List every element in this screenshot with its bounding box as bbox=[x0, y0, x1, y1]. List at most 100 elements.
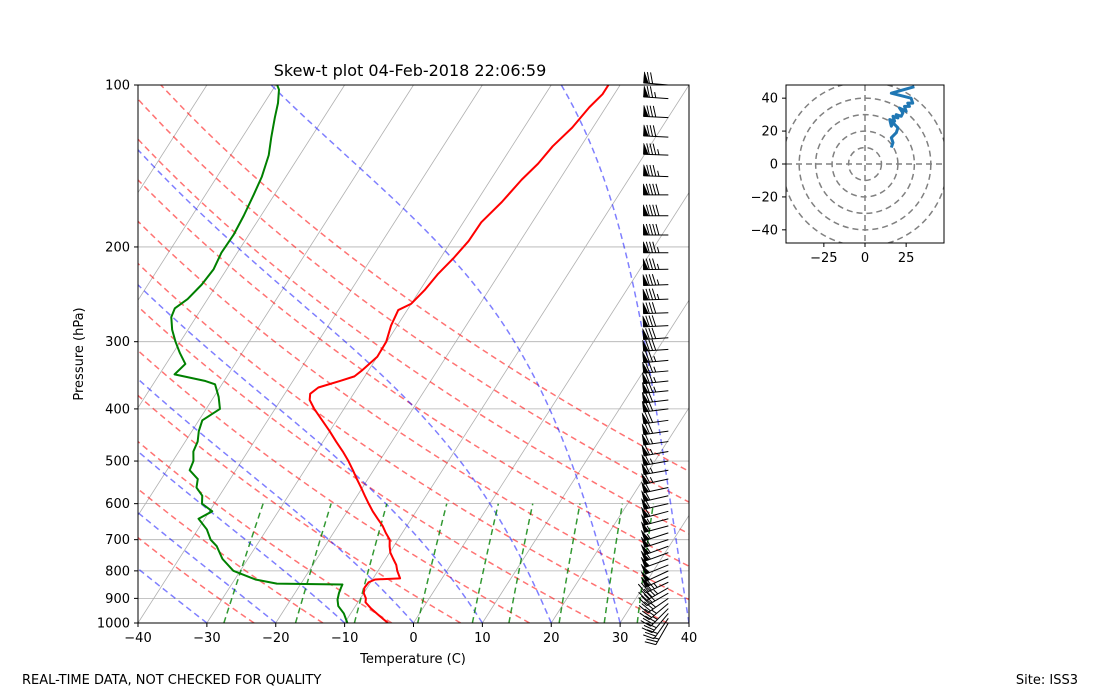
wind-barb-half bbox=[653, 589, 659, 595]
dry-adiabat-line bbox=[138, 394, 462, 623]
wind-barb bbox=[643, 204, 669, 217]
moist-adiabats bbox=[138, 85, 689, 623]
wind-barb-full bbox=[644, 351, 650, 363]
hodograph-grid bbox=[786, 85, 944, 243]
dry-adiabat-line bbox=[138, 262, 668, 623]
mixing-ratio-lines bbox=[223, 503, 655, 623]
x-tick-label: 0 bbox=[409, 631, 417, 646]
wind-barb-full bbox=[649, 143, 654, 155]
wind-barb-flag bbox=[642, 362, 649, 374]
wind-barb-flag bbox=[642, 351, 649, 363]
wind-barb bbox=[640, 529, 669, 542]
mixing-ratio-line bbox=[294, 503, 332, 623]
dry-adiabat-line bbox=[138, 487, 324, 623]
hodograph-y-tick-label: 40 bbox=[761, 92, 778, 107]
wind-barb-full bbox=[638, 605, 649, 614]
isotherm-line bbox=[344, 85, 689, 623]
wind-barb-full bbox=[641, 603, 651, 612]
wind-barb-full bbox=[647, 411, 654, 423]
wind-barb bbox=[638, 592, 669, 607]
wind-barb bbox=[643, 183, 669, 196]
wind-barb-full bbox=[648, 274, 654, 286]
wind-barb bbox=[641, 514, 669, 526]
wind-barb-flag bbox=[641, 506, 650, 519]
wind-barb-full bbox=[648, 302, 654, 314]
wind-barb-full bbox=[649, 204, 654, 216]
wind-barb-full bbox=[648, 327, 654, 340]
wind-barb-full bbox=[644, 444, 651, 456]
wind-barb-half bbox=[646, 525, 651, 532]
wind-barb-full bbox=[638, 591, 648, 601]
moist-adiabat-line bbox=[560, 85, 689, 623]
wind-barb bbox=[643, 241, 669, 254]
wind-barb-full bbox=[643, 624, 655, 631]
wind-barb-full bbox=[645, 315, 650, 327]
x-tick-label: −10 bbox=[331, 631, 358, 646]
wind-barbs bbox=[637, 71, 669, 646]
wind-barb-half bbox=[646, 547, 651, 554]
dry-adiabat-line bbox=[138, 98, 689, 503]
wind-barb-half bbox=[656, 263, 660, 270]
wind-barb-full bbox=[652, 223, 657, 236]
wind-barb-flag bbox=[641, 463, 650, 475]
wind-barb-full bbox=[649, 125, 654, 137]
wind-barb-flag bbox=[642, 288, 649, 301]
wind-barb bbox=[643, 143, 669, 156]
isotherm-line bbox=[413, 191, 689, 623]
wind-barb bbox=[643, 124, 669, 138]
wind-barb-flag bbox=[640, 563, 651, 575]
x-tick-label: −20 bbox=[262, 631, 289, 646]
wind-barb-full bbox=[648, 371, 654, 383]
wind-barb-flag bbox=[643, 124, 649, 137]
dry-adiabats bbox=[138, 85, 689, 623]
wind-barb-full bbox=[652, 258, 657, 270]
wind-barb-full bbox=[652, 241, 657, 253]
y-tick-label: 1000 bbox=[97, 617, 130, 632]
hodograph-line-group bbox=[888, 85, 915, 149]
wind-barb-flag bbox=[640, 529, 650, 541]
wind-barb-full bbox=[643, 634, 655, 640]
isotherm-line bbox=[550, 407, 689, 623]
wind-barb-full bbox=[650, 72, 654, 84]
wind-barb-full bbox=[649, 223, 654, 236]
wind-barb-half bbox=[656, 247, 660, 253]
isotherm-line bbox=[0, 85, 69, 623]
wind-barb bbox=[642, 371, 669, 385]
wind-barb-flag bbox=[640, 544, 650, 556]
wind-barb bbox=[643, 164, 669, 178]
wind-barb-staff bbox=[648, 603, 669, 620]
dewpoint-profile-line bbox=[170, 85, 349, 623]
wind-barb-flag bbox=[642, 328, 649, 340]
wind-barb-flag bbox=[643, 204, 649, 217]
wind-barb-half bbox=[649, 448, 654, 455]
wind-barb-full bbox=[641, 595, 650, 605]
wind-barb-full bbox=[652, 164, 657, 177]
wind-barb-full bbox=[645, 183, 650, 195]
wind-barb-flag bbox=[641, 454, 650, 466]
skewt-frame bbox=[137, 84, 690, 624]
wind-barb-full bbox=[646, 638, 658, 643]
wind-barb-flag bbox=[641, 481, 650, 494]
wind-barb-full bbox=[652, 183, 657, 195]
wind-barb-full bbox=[640, 582, 649, 592]
wind-barb-full bbox=[645, 328, 650, 340]
hodograph-y-tick-label: −40 bbox=[751, 223, 778, 238]
wind-barb-full bbox=[645, 274, 650, 286]
y-tick-label: 200 bbox=[105, 240, 130, 255]
hodograph-x-tick-label: −25 bbox=[810, 251, 837, 266]
wind-barb bbox=[638, 597, 669, 614]
wind-barb-half bbox=[652, 616, 658, 620]
wind-barb bbox=[641, 472, 669, 485]
wind-barb-full bbox=[644, 641, 656, 646]
wind-barb-half bbox=[646, 533, 651, 540]
wind-barb-full bbox=[647, 422, 654, 434]
hodograph-trace bbox=[888, 85, 915, 149]
wind-barb-half bbox=[657, 170, 660, 177]
moist-adiabat-line bbox=[138, 567, 208, 623]
wind-barb-flag bbox=[643, 223, 649, 236]
wind-barb bbox=[643, 71, 669, 86]
dry-adiabat-line bbox=[160, 85, 689, 473]
wind-barb bbox=[640, 550, 669, 562]
wind-barb-full bbox=[644, 433, 650, 445]
